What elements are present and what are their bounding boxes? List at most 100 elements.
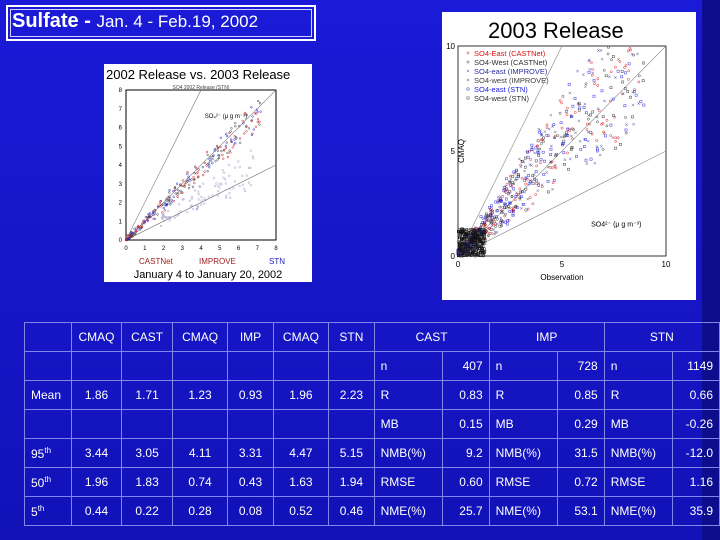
data-point (590, 61, 593, 64)
data-point (562, 151, 566, 154)
data-point (601, 148, 605, 151)
data-point (249, 183, 252, 187)
table-row: 5th 0.44 0.22 0.28 0.08 0.52 0.46 NME(%) 25.7 NME… (24, 496, 720, 526)
x-tick-label: 8 (274, 246, 278, 252)
data-point (460, 239, 464, 243)
data-point (567, 167, 570, 171)
data-point (175, 182, 179, 185)
data-point (600, 89, 604, 93)
data-point (566, 128, 570, 131)
data-point (205, 150, 209, 154)
data-point (457, 254, 461, 258)
ratio-line-low (125, 164, 277, 241)
data-point (489, 214, 493, 217)
data-point (501, 211, 505, 215)
data-point (243, 187, 246, 190)
data-point (642, 61, 645, 65)
data-point (163, 201, 167, 205)
data-point (501, 195, 505, 198)
stat-name-cell: NME(%) (488, 496, 559, 526)
data-point (457, 228, 461, 232)
stat-name-cell: R (603, 380, 674, 410)
data-point (624, 131, 628, 135)
data-point (186, 170, 189, 174)
data-point (172, 189, 175, 193)
stat-name-cell: MB (373, 409, 444, 439)
data-point (146, 219, 149, 222)
data-point (251, 115, 254, 118)
data-point (577, 108, 581, 112)
data-point (575, 155, 578, 158)
data-point (192, 178, 196, 182)
data-point (160, 216, 164, 219)
data-point (543, 159, 546, 163)
data-point (596, 149, 599, 153)
row-label: 50th (24, 467, 72, 497)
data-point (480, 223, 483, 226)
data-point (602, 68, 606, 72)
table-cell: 1.96 (272, 380, 330, 410)
stat-name-cell: NME(%) (373, 496, 444, 526)
data-point (576, 69, 579, 73)
data-point (601, 122, 605, 125)
data-point (540, 185, 544, 189)
data-point (507, 206, 511, 210)
stat-value-cell: 0.15 (442, 409, 490, 439)
row-label-text: 95 (31, 446, 45, 461)
data-point (618, 60, 622, 63)
data-point (195, 208, 198, 211)
stat-value-cell: 35.9 (672, 496, 720, 526)
data-point (193, 172, 196, 175)
data-point (511, 214, 515, 217)
data-point (470, 241, 474, 245)
data-point (498, 224, 502, 228)
data-point (570, 115, 574, 119)
data-point (585, 162, 589, 165)
stat-name-cell: NMB(%) (488, 438, 559, 468)
table-cell: 3.44 (70, 438, 123, 468)
data-point (188, 179, 192, 182)
data-point (212, 177, 216, 180)
y-axis-label: CMAQ (457, 139, 466, 163)
data-point (259, 110, 262, 113)
data-point (466, 69, 470, 73)
data-point (158, 202, 161, 205)
table-row: 50th 1.96 1.83 0.74 0.43 1.63 1.94 RMSE 0.60 RMSE… (24, 467, 720, 497)
title-main-text: Sulfate - (12, 10, 97, 32)
data-point (616, 69, 620, 73)
data-point (489, 221, 492, 225)
legend-item-label: CASTNet (139, 257, 174, 266)
data-point (583, 102, 587, 106)
data-point (472, 238, 476, 241)
table-cell: 0.93 (227, 380, 274, 410)
data-point (467, 228, 471, 232)
data-point (234, 141, 237, 145)
data-point (479, 215, 483, 218)
data-point (565, 109, 568, 113)
data-point (535, 164, 538, 168)
data-point (232, 143, 236, 146)
data-point (479, 232, 483, 236)
data-point (182, 198, 185, 201)
x-tick-label: 0 (124, 246, 128, 252)
data-point (167, 216, 171, 219)
data-point (487, 234, 491, 237)
legend-item-label: SO4-west (IMPROVE) (474, 76, 549, 85)
data-point (466, 250, 469, 254)
data-point (513, 198, 517, 202)
data-point (159, 200, 162, 203)
data-point (167, 209, 170, 213)
table-row: 95th 3.44 3.05 4.11 3.31 4.47 5.15 NMB(%) 9.2 NMB… (24, 438, 720, 468)
data-point (165, 199, 169, 202)
data-point (465, 232, 469, 236)
data-point (239, 141, 242, 144)
data-point (230, 127, 233, 130)
data-point (614, 65, 617, 69)
data-point (541, 150, 545, 154)
data-point (464, 236, 467, 239)
data-point (569, 115, 573, 119)
data-point (165, 216, 169, 219)
data-point (498, 205, 502, 209)
data-point (489, 228, 493, 231)
data-point (611, 55, 615, 58)
